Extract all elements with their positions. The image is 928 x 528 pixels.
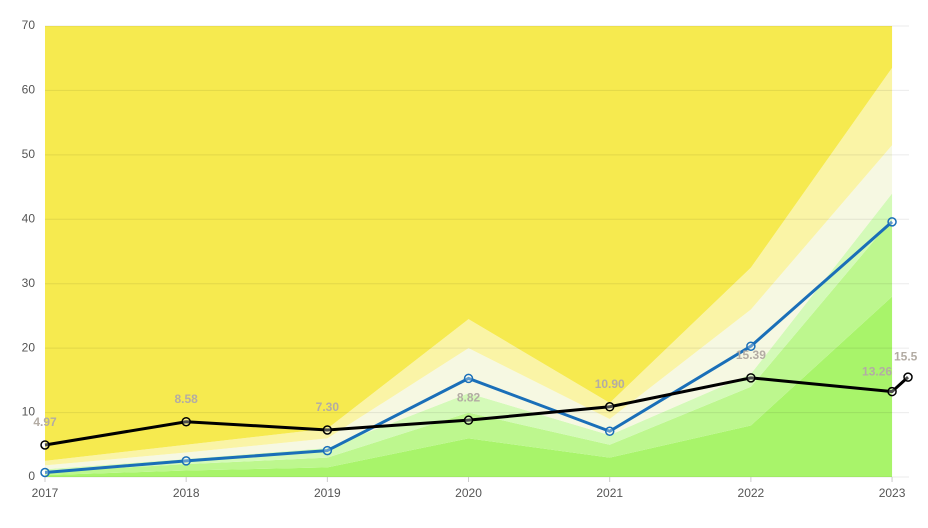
area — [45, 296, 893, 477]
point — [181, 456, 191, 466]
point — [463, 373, 474, 384]
y-tick-label: 0 — [28, 469, 35, 483]
x-tick-label: 2017 — [32, 486, 59, 500]
line — [44, 376, 910, 447]
y-tick-label: 50 — [22, 147, 36, 161]
data-label: 8.82 — [457, 390, 481, 404]
y-tick-label: 30 — [22, 276, 36, 290]
y-tick-label: 10 — [22, 405, 36, 419]
data-label: 10.90 — [595, 377, 625, 391]
data-label: 7.30 — [316, 400, 340, 414]
data-label: 15.5 — [894, 349, 918, 363]
y-tick-label: 20 — [22, 340, 36, 354]
point — [887, 217, 897, 227]
area — [45, 26, 893, 461]
point — [322, 425, 333, 435]
y-tick-label: 60 — [22, 83, 36, 97]
y-tick-label: 40 — [22, 211, 36, 225]
point — [322, 445, 333, 456]
x-tick-label: 2022 — [738, 486, 765, 500]
point — [746, 373, 756, 383]
x-tick-label: 2020 — [455, 486, 482, 500]
x-tick-label: 2023 — [879, 486, 906, 500]
point — [40, 440, 50, 450]
x-tick-label: 2019 — [314, 486, 341, 500]
data-label: 4.97 — [33, 415, 57, 429]
point — [604, 402, 615, 412]
point — [887, 386, 897, 397]
point — [181, 416, 191, 427]
data-label: 13.26 — [862, 365, 892, 379]
point — [604, 426, 615, 437]
data-label: 15.39 — [736, 348, 766, 362]
point — [40, 467, 50, 478]
point — [903, 372, 913, 382]
data-label: 8.58 — [174, 392, 198, 406]
point — [746, 341, 756, 351]
x-tick-label: 2018 — [173, 486, 200, 500]
x-tick-label: 2021 — [596, 486, 623, 500]
y-tick-label: 70 — [22, 18, 36, 32]
line — [44, 220, 894, 474]
point — [463, 415, 474, 425]
